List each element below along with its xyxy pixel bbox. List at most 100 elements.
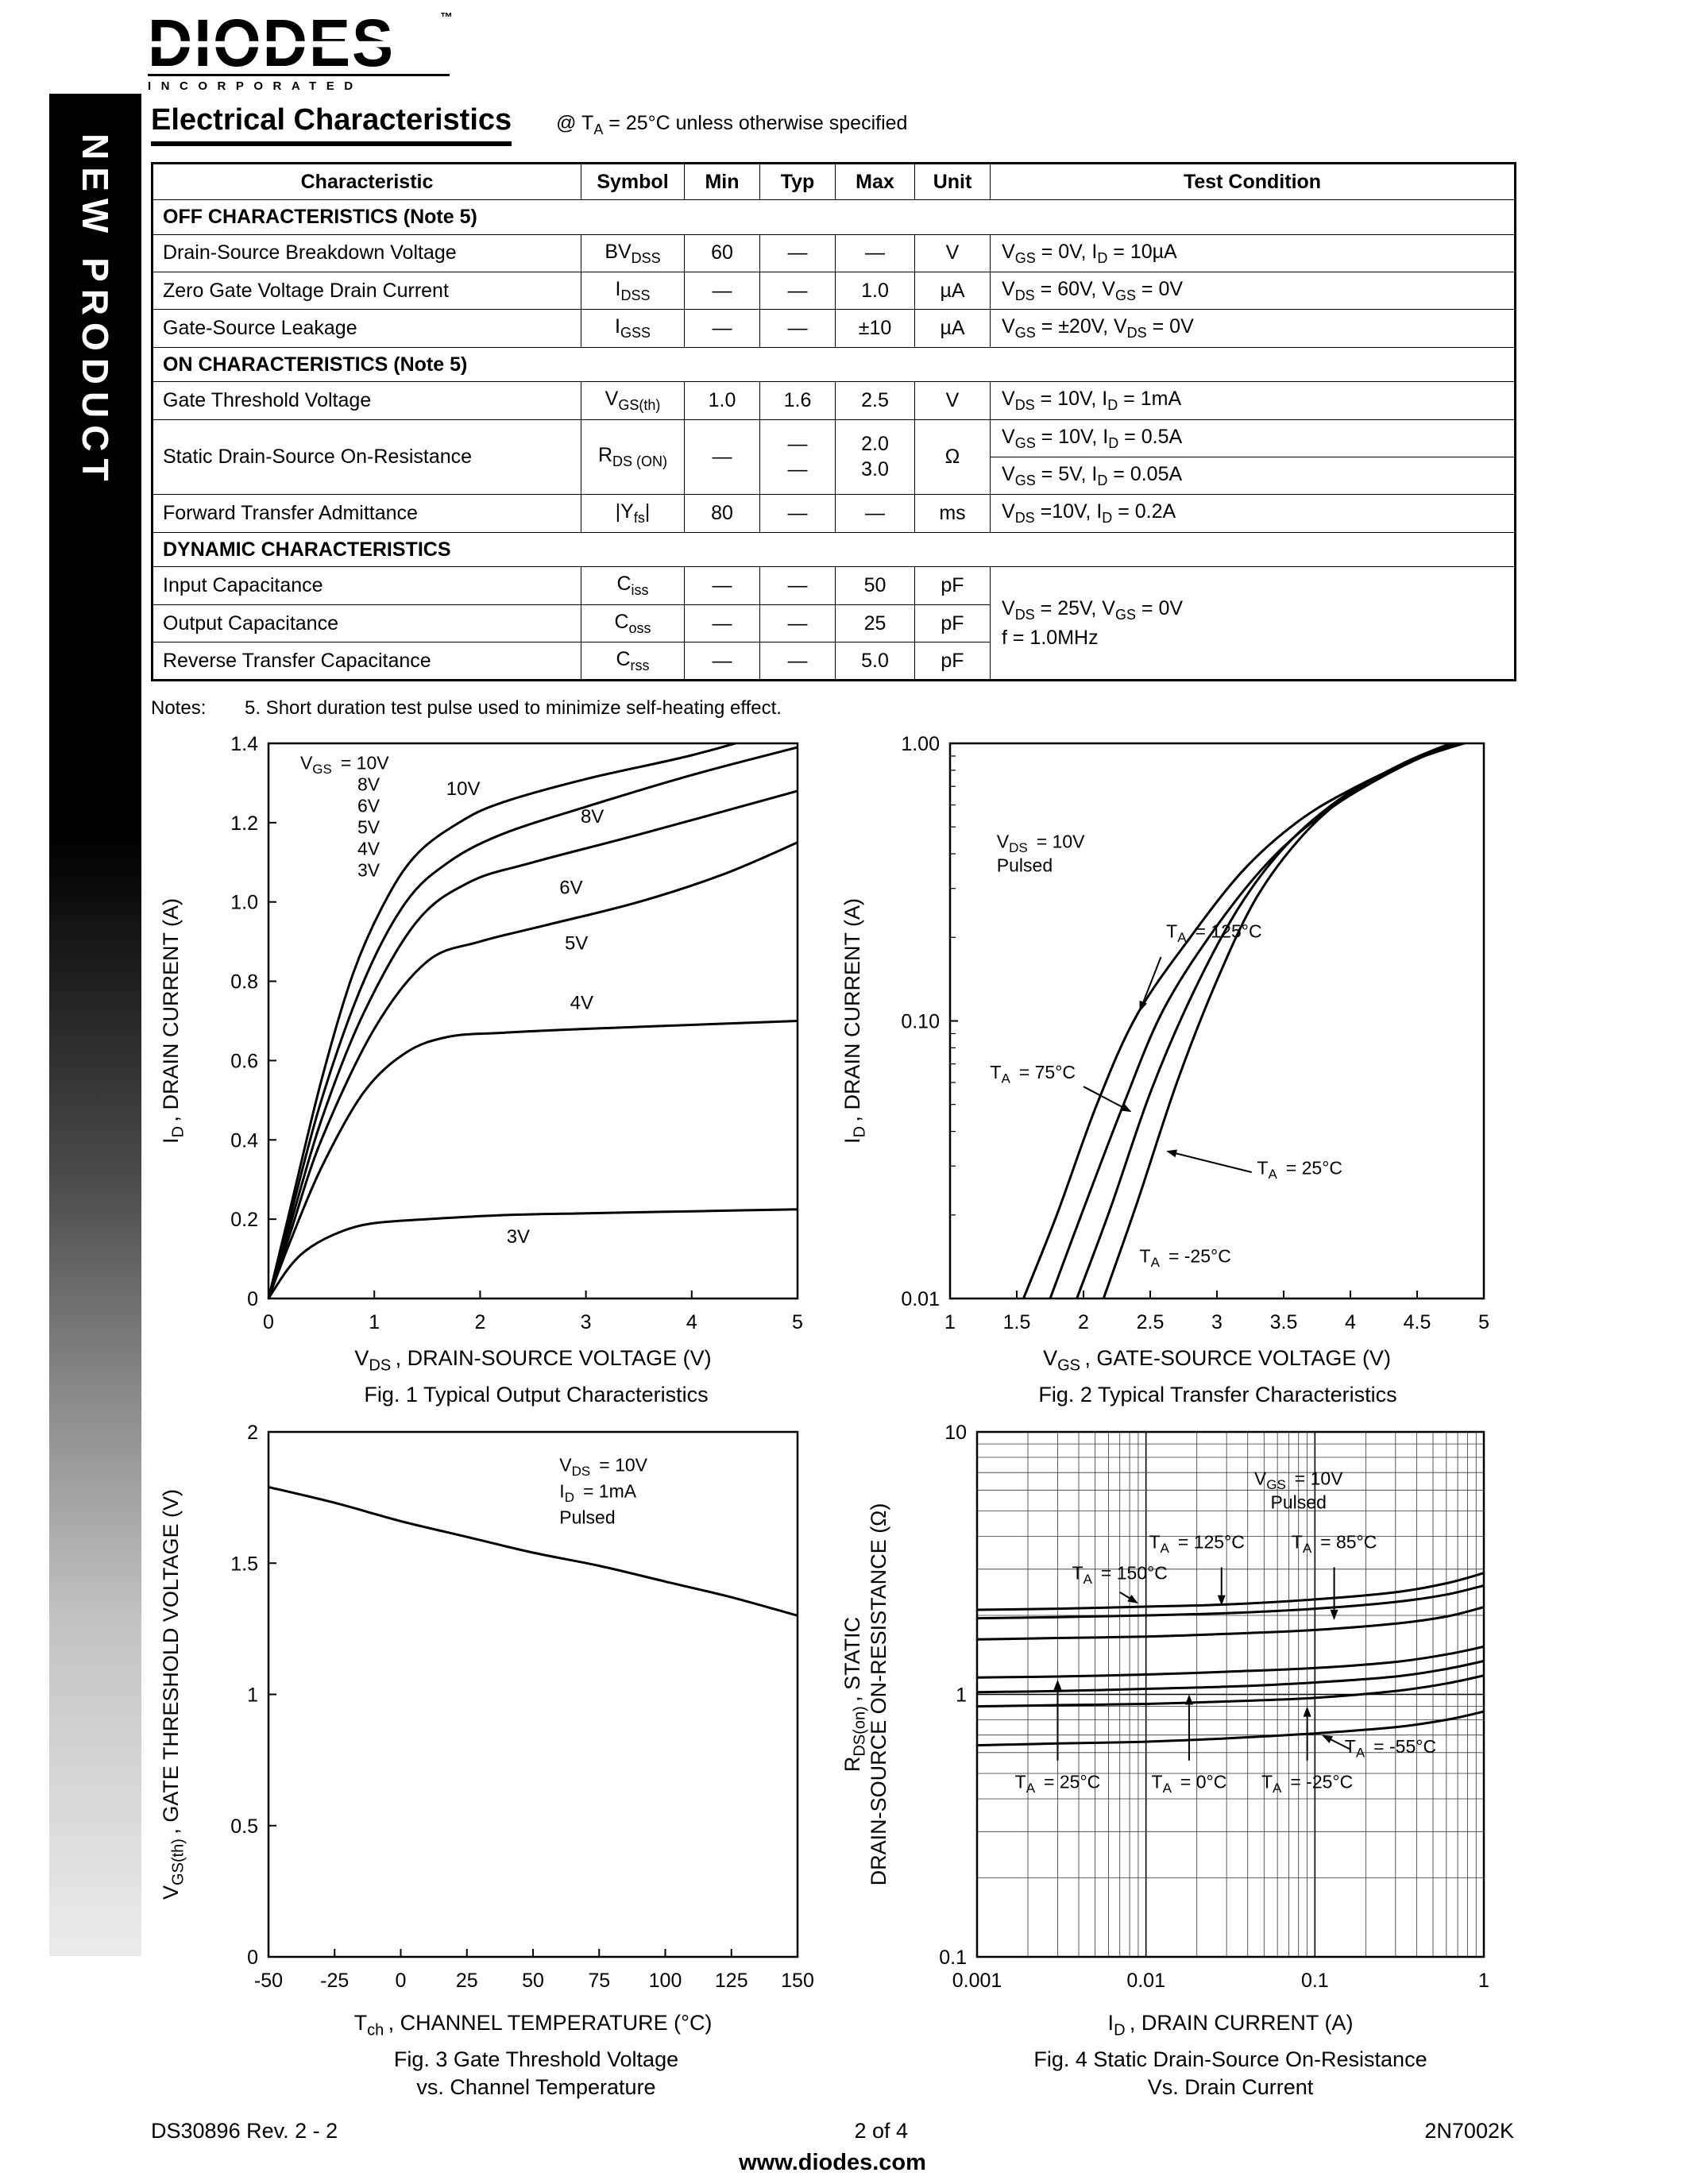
annotation: 5V <box>357 817 380 838</box>
new-product-label: NEW PRODUCT <box>75 133 116 488</box>
y-tick-label: 0.6 <box>230 1051 258 1073</box>
annotation-arrow <box>1331 1738 1350 1750</box>
y-tick-label: 0.8 <box>230 971 258 994</box>
annotation: 3V <box>357 860 380 881</box>
annotation: Pulsed <box>1271 1491 1327 1512</box>
annotation-arrowhead <box>1322 1734 1333 1743</box>
table-row: Zero Gate Voltage Drain Current IDSS — —1.0… <box>152 271 1516 311</box>
annotation-arrowhead <box>1184 1694 1193 1704</box>
y-tick-label: 1 <box>247 1684 258 1706</box>
section-row: ON CHARACTERISTICS (Note 5) <box>152 346 1516 383</box>
y-tick-label: 1.0 <box>230 892 258 914</box>
y-tick-label: 0.10 <box>901 1011 940 1033</box>
section-row: DYNAMIC CHARACTERISTICS <box>152 531 1516 568</box>
fig2-caption: Fig. 2 Typical Transfer Characteristics <box>1038 1383 1397 1407</box>
annotation: TA = 125°C <box>1149 1531 1244 1556</box>
series-VGS-5V <box>268 841 798 1299</box>
y-tick-label: 1 <box>956 1684 967 1706</box>
column-header: Typ <box>759 163 836 200</box>
test-condition-note: @ TA = 25°C unless otherwise specified <box>556 112 908 137</box>
annotation: VDS = 10V <box>997 832 1085 856</box>
annotation: Pulsed <box>559 1507 615 1527</box>
table-row: Drain-Source Breakdown Voltage BVDSS 60— — V… <box>152 233 1516 272</box>
y-tick-label: 0.4 <box>230 1130 258 1152</box>
series-TA-25C <box>1076 743 1458 1299</box>
notes-label: Notes: <box>151 697 207 720</box>
annotation: TA = -25°C <box>1261 1771 1353 1796</box>
y-tick-label: 0.2 <box>230 1210 258 1232</box>
plot-border <box>267 743 799 1300</box>
y-axis-title: VGS(th) , GATE THRESHOLD VOLTAGE (V) <box>159 1489 187 1900</box>
annotation: TA = 25°C <box>1257 1158 1342 1183</box>
annotation-arrow <box>1119 1591 1130 1599</box>
table-row: VGS = 5V, ID = 0.05A <box>153 456 1516 496</box>
series-VGS-10V <box>268 743 740 1299</box>
series-TA-75C <box>1049 743 1462 1299</box>
y-tick-label: 1.2 <box>230 812 258 835</box>
page-title: Electrical Characteristics <box>151 103 512 146</box>
diodes-wordmark: DIODES <box>148 10 450 76</box>
website-url: www.diodes.com <box>739 2149 926 2175</box>
series-VGSth-vs-T <box>268 1485 798 1617</box>
y-axis-title: RDS(on) , STATIC <box>840 1616 868 1771</box>
incorporated-label: INCORPORATED <box>148 74 450 93</box>
electrical-characteristics-table: Characteristic Symbol Min Typ Max Unit Test Co… <box>151 162 1516 682</box>
plot-border <box>948 743 1485 1300</box>
part-number: 2N7002K <box>1424 2118 1514 2143</box>
fig1-caption: Fig. 1 Typical Output Characteristics <box>364 1383 709 1407</box>
series-TA-25C <box>977 1645 1484 1679</box>
x-tick-label: 125 <box>715 1970 748 1992</box>
x-axis-title: VGS , GATE-SOURCE VOLTAGE (V) <box>1043 1346 1391 1374</box>
annotation: ID = 1mA <box>559 1480 636 1505</box>
x-tick-label: 1.5 <box>1003 1311 1031 1333</box>
table-header-row: Characteristic Symbol Min Typ Max Unit Test Co… <box>152 163 1516 200</box>
x-tick-label: 150 <box>781 1970 814 1992</box>
column-header: Characteristic <box>152 163 581 200</box>
page-footer: DS30896 Rev. 2 - 2 2 of 4 2N7002K <box>151 2119 1514 2143</box>
x-tick-label: 4 <box>1345 1311 1356 1333</box>
curve-label: 5V <box>565 933 588 955</box>
annotation-arrowhead <box>1139 1001 1147 1013</box>
trademark-symbol: ™ <box>440 11 453 25</box>
annotation: TA = 150°C <box>1072 1562 1168 1587</box>
x-tick-label: 0.01 <box>1126 1970 1165 1992</box>
x-tick-label: 25 <box>456 1970 478 1992</box>
curve-label: 10V <box>446 778 481 800</box>
column-header: Test Condition <box>990 163 1516 200</box>
table-row: Gate-Source Leakage IGSS — — ±10 µA VGS = ±20V… <box>152 309 1516 348</box>
x-tick-label: 0.001 <box>952 1970 1002 1992</box>
x-tick-label: 1 <box>944 1311 956 1333</box>
annotation: 8V <box>357 774 380 795</box>
curve-label: 8V <box>581 806 604 828</box>
annotation: TA = -25°C <box>1140 1246 1231 1271</box>
series-TA-minus25C <box>977 1673 1484 1707</box>
series-TA-85C <box>977 1605 1484 1641</box>
x-tick-label: 5 <box>1478 1311 1489 1333</box>
curve-label: 6V <box>559 878 582 899</box>
x-tick-label: 3 <box>1211 1311 1223 1333</box>
table-row: Reverse Transfer Capacitance Crss — —5.0 pF <box>152 642 1516 681</box>
figure-4: 0.001 0.01 0.1 1 0.1 1 10 VGS = 10V Pulsed TA = 1… <box>832 1421 1514 2101</box>
series-TA-minus55C <box>977 1710 1484 1746</box>
page-number: 2 of 4 <box>854 2118 909 2143</box>
table-row: Output Capacitance Coss — —25 pF <box>152 604 1516 643</box>
column-header: Unit <box>914 163 991 200</box>
annotation-arrowhead <box>1217 1595 1226 1606</box>
y-tick-label: 1.5 <box>230 1553 258 1575</box>
y-tick-label: 0.5 <box>230 1815 258 1837</box>
annotation: TA = 125°C <box>1166 921 1261 946</box>
x-tick-label: -50 <box>254 1970 283 1992</box>
x-tick-label: 4.5 <box>1404 1311 1431 1333</box>
annotation: Pulsed <box>997 855 1053 876</box>
fig3-caption: Fig. 3 Gate Threshold Voltage vs. Channe… <box>393 2047 679 2099</box>
fig3-gate-threshold-chart: -50 -25 0 25 50 75 100 125 150 0 0.5 1 1.5 2 VDS = 10V… <box>159 1422 814 2039</box>
x-axis-title: Tch , CHANNEL TEMPERATURE (°C) <box>354 2011 713 2039</box>
annotation: TA = 25°C <box>1015 1771 1101 1796</box>
curve-label: 4V <box>570 993 593 1014</box>
series-TA-minus25C <box>1102 743 1454 1299</box>
annotation: TA = 75°C <box>990 1062 1076 1086</box>
notes-row: Notes: 5. Short duration test pulse used… <box>151 697 1514 720</box>
charts-grid: 0 1 2 3 4 5 0 0.2 0.4 0.6 0.8 1.0 1.2 1.4 10V 8V 6V 5V 4V 3… <box>151 732 1514 2101</box>
